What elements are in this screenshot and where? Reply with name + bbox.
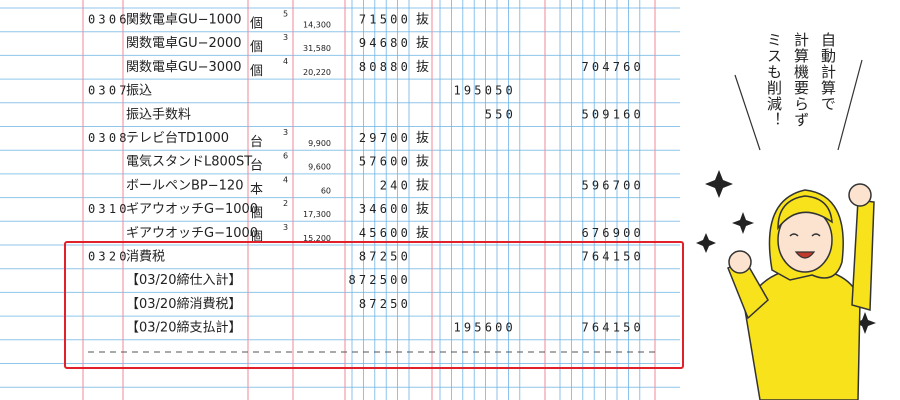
bubble-line: 計算機要らず bbox=[792, 32, 810, 128]
cell-item: 関数電卓GU−3000 bbox=[126, 60, 242, 75]
cell-price: 20,220 bbox=[303, 68, 331, 77]
cell-qty: 2 bbox=[283, 199, 288, 208]
cell-item: ギアウオッチG−1000 bbox=[126, 226, 258, 241]
cell-amount: 240 bbox=[380, 178, 411, 192]
cell-item: 【03/20締支払計】 bbox=[126, 320, 241, 336]
cell-unit: 本 bbox=[250, 182, 263, 197]
cell-amount: 34600 bbox=[359, 202, 411, 216]
cell-date: 0307 bbox=[88, 84, 130, 98]
highlight-box bbox=[64, 241, 684, 369]
cell-item: ギアウオッチG−1000 bbox=[126, 202, 258, 217]
cell-qty: 5 bbox=[283, 10, 288, 19]
cell-unit: 個 bbox=[250, 17, 263, 32]
cell-amount: 87250 bbox=[359, 297, 411, 311]
cell-mark: 抜 bbox=[416, 201, 429, 217]
cell-mark: 抜 bbox=[416, 225, 429, 241]
cell-unit: 台 bbox=[250, 159, 263, 174]
cell-amount: 87250 bbox=[359, 250, 411, 264]
cell-unit: 個 bbox=[250, 40, 263, 55]
cell-mark: 抜 bbox=[416, 35, 429, 51]
cell-amount: 45600 bbox=[359, 226, 411, 240]
cell-item: 振込手数料 bbox=[126, 107, 191, 122]
bubble-line: 自動計算で bbox=[819, 32, 837, 112]
cell-price: 17,300 bbox=[303, 210, 331, 219]
cell-amount: 29700 bbox=[359, 131, 411, 145]
cell-price: 60 bbox=[321, 186, 331, 195]
cell-item: 【03/20締仕入計】 bbox=[126, 272, 241, 288]
cell-price: 15,200 bbox=[303, 234, 331, 243]
ledger-grid bbox=[0, 0, 680, 400]
cell-unit: 台 bbox=[250, 135, 263, 150]
cell-mark: 抜 bbox=[416, 130, 429, 146]
cell-item: 消費税 bbox=[126, 250, 165, 265]
cell-date: 0310 bbox=[88, 202, 130, 216]
cell-price: 31,580 bbox=[303, 44, 331, 53]
illustration bbox=[696, 59, 876, 400]
cell-amount: 80880 bbox=[359, 60, 411, 74]
cell-amount: 872500 bbox=[348, 273, 411, 287]
cell-qty: 3 bbox=[283, 223, 288, 232]
cell-balance: 764150 bbox=[581, 250, 644, 264]
cell-qty: 6 bbox=[283, 152, 288, 161]
cell-balance: 764150 bbox=[581, 321, 644, 335]
cell-mark: 抜 bbox=[416, 12, 429, 28]
cell-balance: 509160 bbox=[581, 107, 644, 121]
cell-balance: 596700 bbox=[581, 178, 644, 192]
cell-price: 14,300 bbox=[303, 21, 331, 30]
cell-price: 9,900 bbox=[308, 139, 331, 148]
cell-amount: 71500 bbox=[359, 13, 411, 27]
cell-date: 0320 bbox=[88, 250, 130, 264]
cell-unit: 個 bbox=[250, 206, 263, 221]
cell-qty: 4 bbox=[283, 57, 288, 66]
cell-item: 【03/20締消費税】 bbox=[126, 296, 241, 312]
cell-amount: 57600 bbox=[359, 155, 411, 169]
cell-mark: 抜 bbox=[416, 154, 429, 170]
cell-payment: 550 bbox=[485, 107, 516, 121]
cell-balance: 704760 bbox=[581, 60, 644, 74]
cell-item: 振込 bbox=[126, 84, 152, 99]
cell-price: 9,600 bbox=[308, 163, 331, 172]
cell-unit: 個 bbox=[250, 64, 263, 79]
cell-item: ボールペンBP−120 bbox=[126, 178, 243, 193]
cell-mark: 抜 bbox=[416, 59, 429, 75]
cell-payment: 195600 bbox=[453, 321, 516, 335]
cell-payment: 195050 bbox=[453, 84, 516, 98]
bubble-line: ミスも削減！ bbox=[765, 32, 783, 128]
cell-mark: 抜 bbox=[416, 177, 429, 193]
ledger-page bbox=[0, 0, 680, 400]
cell-date: 0306 bbox=[88, 13, 130, 27]
cell-balance: 676900 bbox=[581, 226, 644, 240]
cell-item: テレビ台TD1000 bbox=[126, 131, 229, 146]
cell-qty: 3 bbox=[283, 33, 288, 42]
cell-amount: 94680 bbox=[359, 36, 411, 50]
cell-item: 関数電卓GU−1000 bbox=[126, 13, 242, 28]
cell-qty: 3 bbox=[283, 128, 288, 137]
cell-qty: 4 bbox=[283, 175, 288, 184]
cell-date: 0308 bbox=[88, 131, 130, 145]
cell-item: 関数電卓GU−2000 bbox=[126, 36, 242, 51]
cell-item: 電気スタンドL800ST bbox=[126, 154, 252, 170]
